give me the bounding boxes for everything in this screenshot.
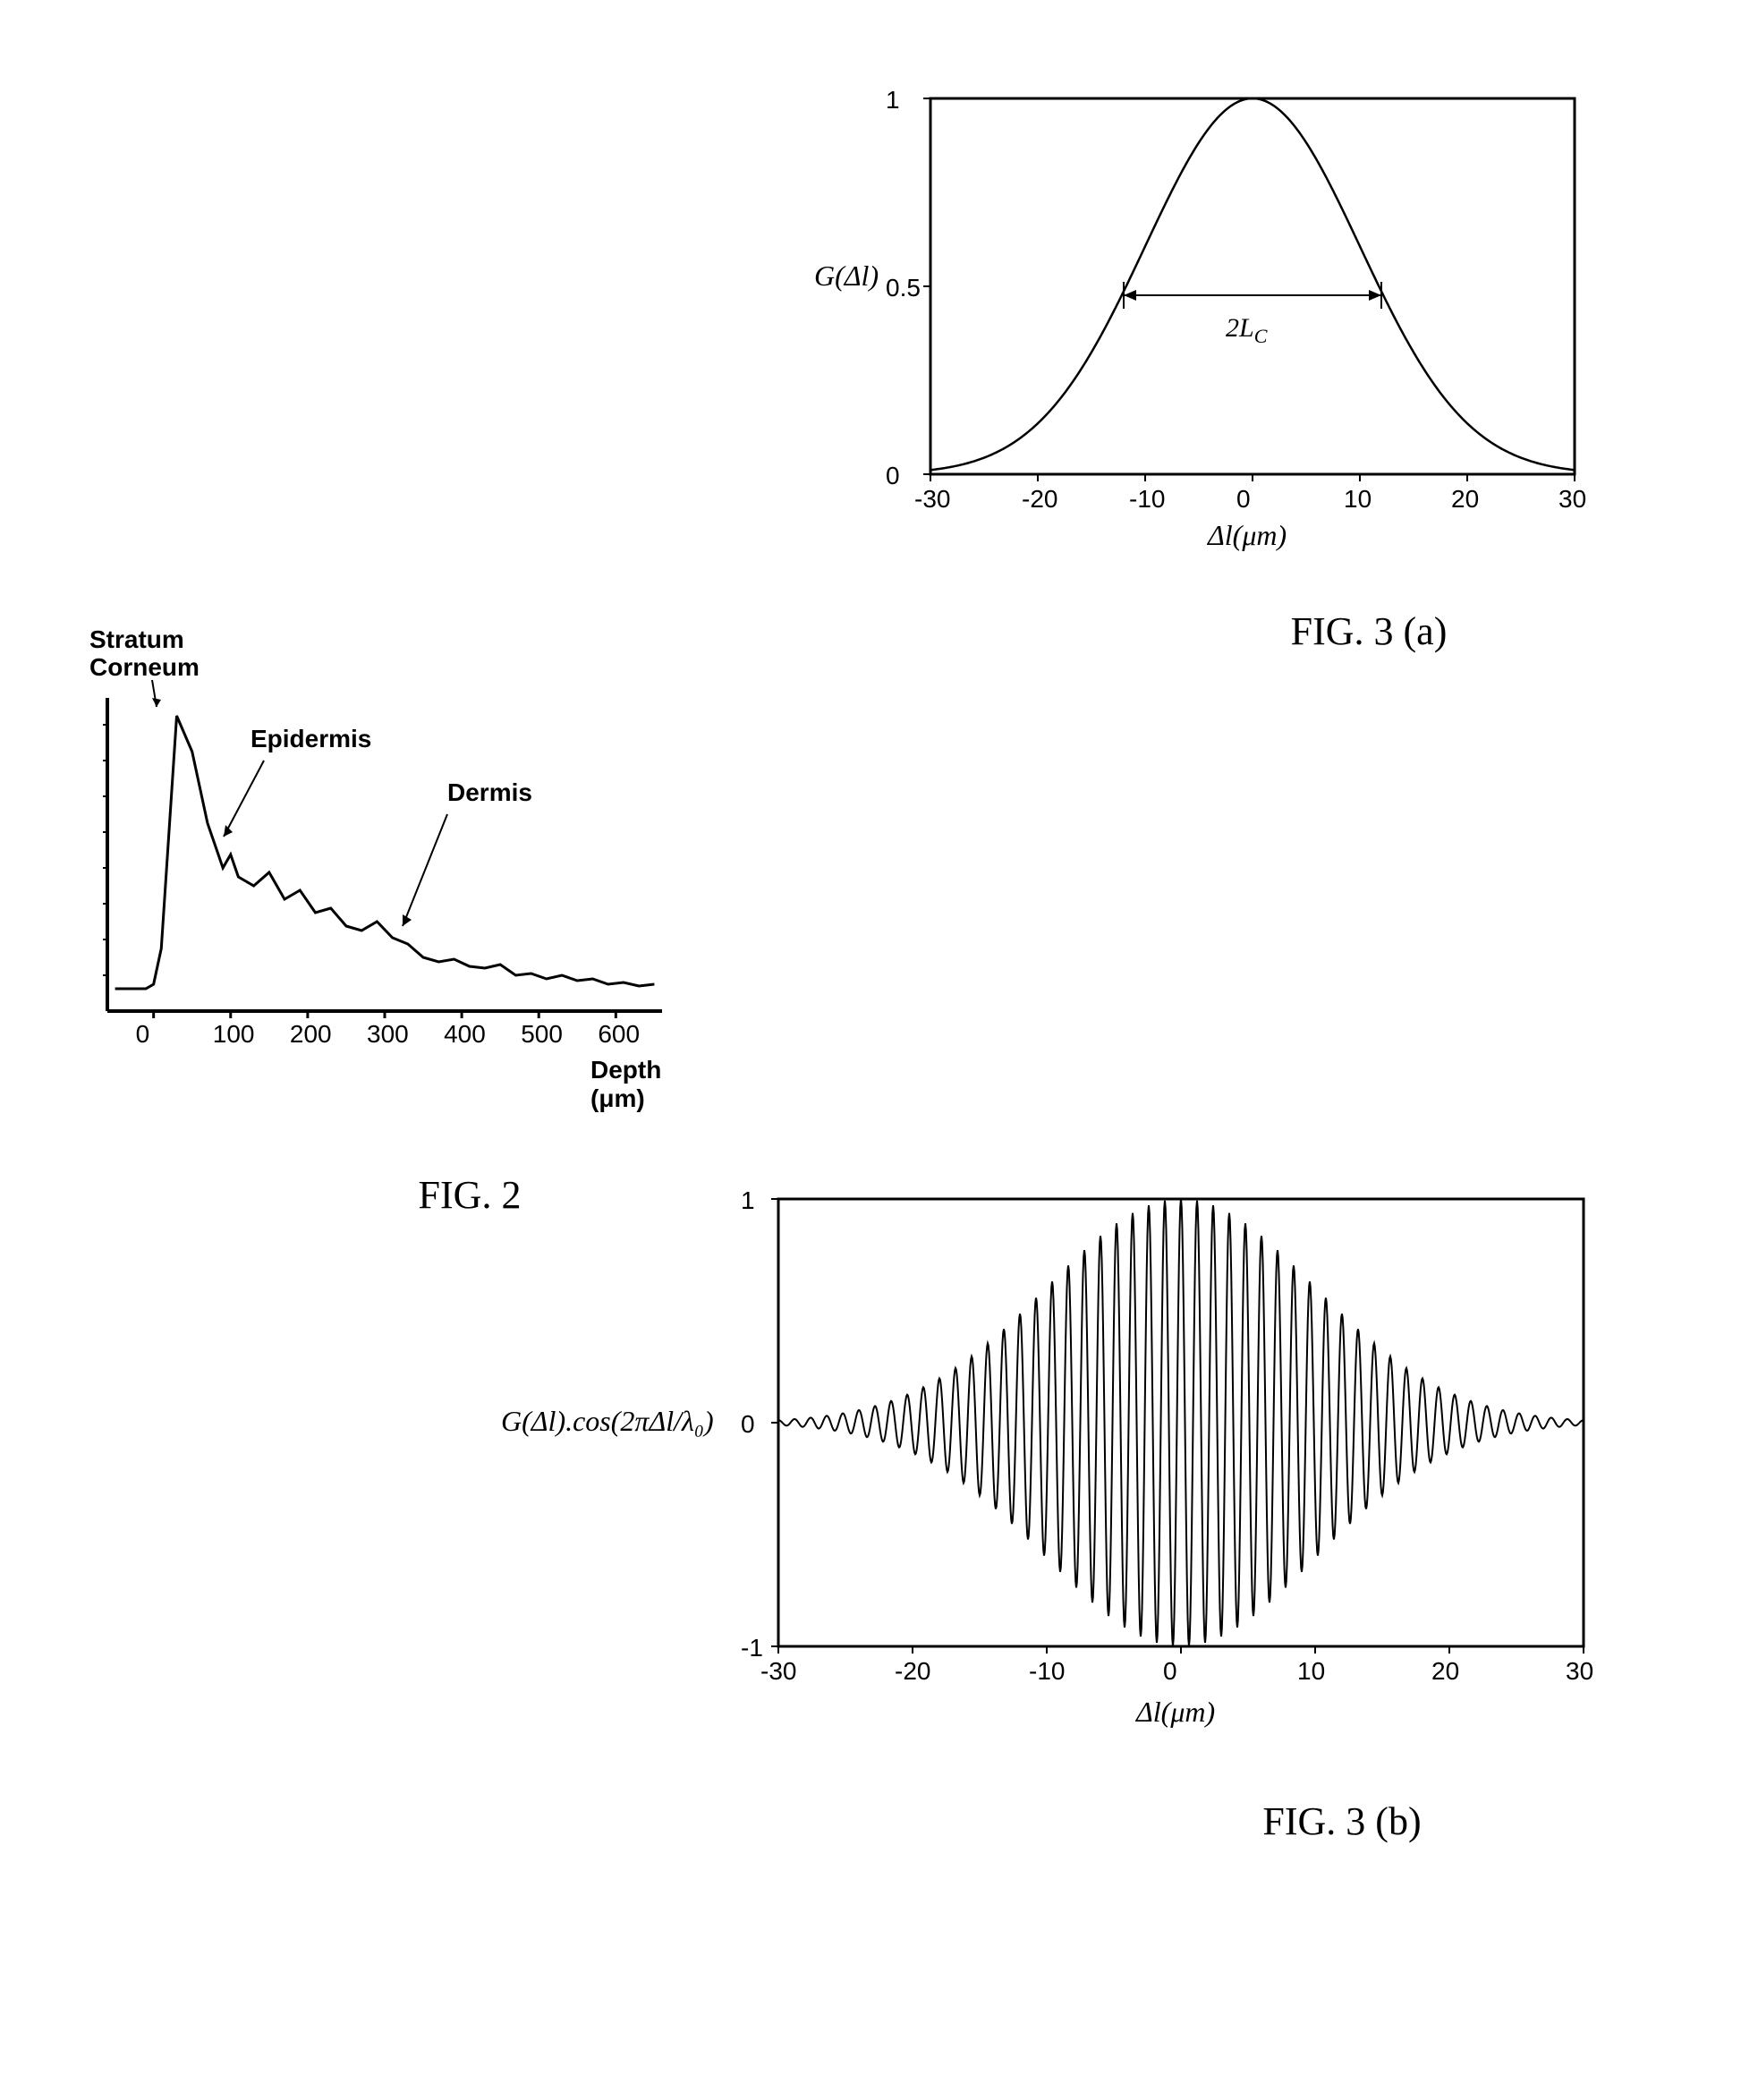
fig3a-xlabel: Δl(μm) [1208,519,1287,552]
fig3a-ylabel: G(Δl) [814,259,879,293]
fig2-annotation-dermis: Dermis [447,778,532,807]
fig2-chart [72,680,689,1056]
fig3b-caption: FIG. 3 (b) [1083,1798,1601,1844]
figure-3b: G(Δl).cos(2πΔl/λ₀) -30-20-100102030 -101… [743,1181,1601,1844]
fig2-annotation-stratum: Stratum Corneum [89,626,233,682]
fig3b-ylabel: G(Δl).cos(2πΔl/λ₀) [501,1405,752,1438]
fig3a-caption: FIG. 3 (a) [1145,608,1592,654]
fig2-caption: FIG. 2 [251,1172,689,1218]
fig2-xlabel: Depth (μm) [590,1056,689,1113]
fig3b-chart [743,1181,1601,1682]
fig3b-xlabel: Δl(μm) [1136,1696,1215,1729]
fig3a-2lc-label: 2LC [1226,313,1267,348]
figure-3a: G(Δl) 2LC -30-20-100102030 00.51 Δl(μm) [895,81,1592,654]
fig2-annotation-epidermis: Epidermis [251,725,371,753]
fig3a-chart [895,81,1592,510]
figure-2: Stratum Corneum Epidermis Dermis [72,680,689,1218]
